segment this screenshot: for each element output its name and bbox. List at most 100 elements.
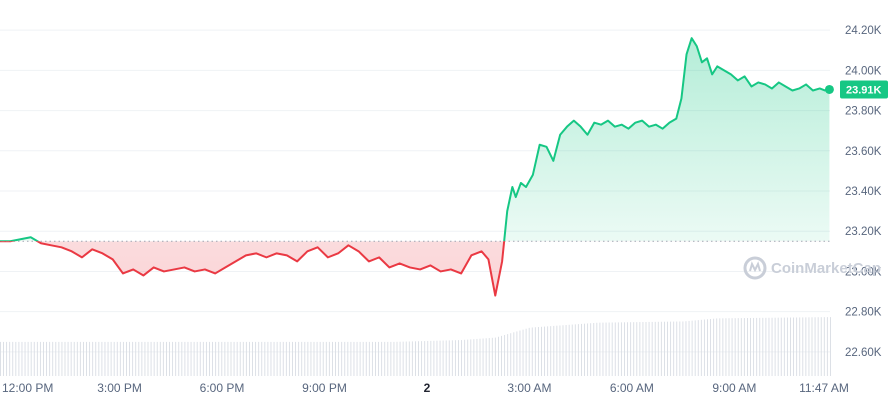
- volume-bar: [454, 340, 456, 376]
- volume-bar: [215, 341, 217, 376]
- y-tick-label: 23.40K: [845, 186, 882, 198]
- volume-bar: [95, 341, 97, 376]
- volume-bar: [24, 341, 26, 376]
- volume-bar: [645, 321, 647, 376]
- volume-bar: [316, 341, 318, 376]
- volume-bar: [633, 322, 635, 376]
- volume-bar: [519, 330, 521, 376]
- volume-bar: [624, 322, 625, 376]
- volume-bar: [356, 341, 358, 376]
- y-tick-label: 24.20K: [845, 25, 882, 37]
- volume-bar: [565, 325, 567, 376]
- volume-bar: [541, 326, 542, 376]
- volume-bar: [119, 341, 121, 376]
- x-tick-label: 6:00 PM: [200, 381, 245, 395]
- volume-bar: [802, 317, 804, 376]
- x-tick-label: 6:00 AM: [610, 381, 654, 395]
- volume-bar: [415, 341, 416, 376]
- volume-bar: [731, 318, 733, 376]
- volume-bar: [737, 318, 739, 376]
- coinmarketcap-logo-icon: [743, 256, 767, 280]
- volume-bar: [55, 341, 57, 376]
- volume-bar: [547, 326, 549, 376]
- volume-bar: [577, 324, 579, 376]
- volume-bar: [716, 318, 718, 376]
- volume-bar: [252, 341, 253, 376]
- volume-bar: [196, 341, 198, 376]
- volume-bar: [295, 341, 297, 376]
- volume-bar: [270, 341, 272, 376]
- volume-bar: [116, 341, 118, 376]
- volume-bar: [796, 317, 798, 376]
- volume-bar: [461, 340, 463, 376]
- volume-bar: [175, 341, 177, 376]
- volume-bar: [129, 341, 131, 376]
- volume-bar: [553, 325, 555, 376]
- volume-bar: [780, 317, 782, 376]
- volume-bar: [728, 318, 730, 376]
- volume-bar: [482, 338, 484, 376]
- volume-bar: [307, 341, 309, 376]
- volume-bar: [676, 321, 678, 376]
- volume-bar: [799, 317, 801, 376]
- volume-bar: [617, 322, 619, 376]
- price-lines: [0, 37, 830, 297]
- volume-bar: [433, 340, 435, 376]
- volume-bar: [608, 322, 610, 376]
- volume-bar: [36, 341, 38, 376]
- volume-bar: [707, 319, 708, 376]
- volume-bar: [528, 327, 530, 376]
- volume-bar: [525, 328, 527, 376]
- volume-bar: [273, 341, 275, 376]
- volume-bar: [138, 341, 140, 376]
- volume-bar: [347, 341, 349, 376]
- volume-bar: [473, 339, 475, 376]
- volume-bar: [242, 341, 244, 376]
- volume-bar: [224, 341, 226, 376]
- volume-bar: [424, 341, 426, 376]
- x-tick-label: 3:00 PM: [97, 381, 142, 395]
- volume-bar: [335, 341, 336, 376]
- volume-bar: [344, 341, 346, 376]
- volume-bar: [12, 341, 14, 376]
- volume-bar: [15, 341, 17, 376]
- volume-bar: [685, 321, 687, 376]
- volume-bar: [605, 322, 607, 376]
- volume-bar: [550, 326, 552, 376]
- watermark-text: CoinMarketCap: [771, 260, 881, 277]
- volume-bar: [144, 341, 146, 376]
- y-tick-label: 23.00K: [845, 266, 882, 278]
- volume-bar: [107, 341, 109, 376]
- volume-bar: [581, 323, 582, 376]
- volume-bar: [368, 341, 370, 376]
- volume-bar: [439, 340, 441, 376]
- volume-bar: [719, 318, 721, 376]
- volume-bar: [325, 341, 327, 376]
- volume-bar: [611, 322, 613, 376]
- volume-bar: [27, 341, 29, 376]
- volume-bar: [43, 341, 44, 376]
- volume-bar: [199, 341, 201, 376]
- volume-bar: [292, 341, 293, 376]
- volume-bar: [184, 341, 186, 376]
- volume-bar: [627, 322, 629, 376]
- volume-bar: [664, 321, 665, 376]
- volume-bar: [771, 317, 773, 376]
- volume-bar: [587, 323, 589, 376]
- volume-bar: [67, 341, 69, 376]
- volume-bar: [448, 340, 450, 376]
- volume-bar: [476, 338, 478, 376]
- volume-bar: [79, 341, 81, 376]
- volume-bar: [430, 340, 432, 376]
- volume-bar: [258, 341, 260, 376]
- volume-bar: [725, 318, 727, 376]
- volume-bar: [371, 341, 373, 376]
- volume-bar: [759, 317, 761, 376]
- volume-bar: [534, 327, 536, 376]
- volume-bar: [153, 341, 155, 376]
- volume-bar: [236, 341, 238, 376]
- volume-bar: [537, 327, 539, 376]
- volume-bar: [83, 341, 84, 376]
- volume-bar: [722, 318, 724, 376]
- volume-bar: [202, 341, 204, 376]
